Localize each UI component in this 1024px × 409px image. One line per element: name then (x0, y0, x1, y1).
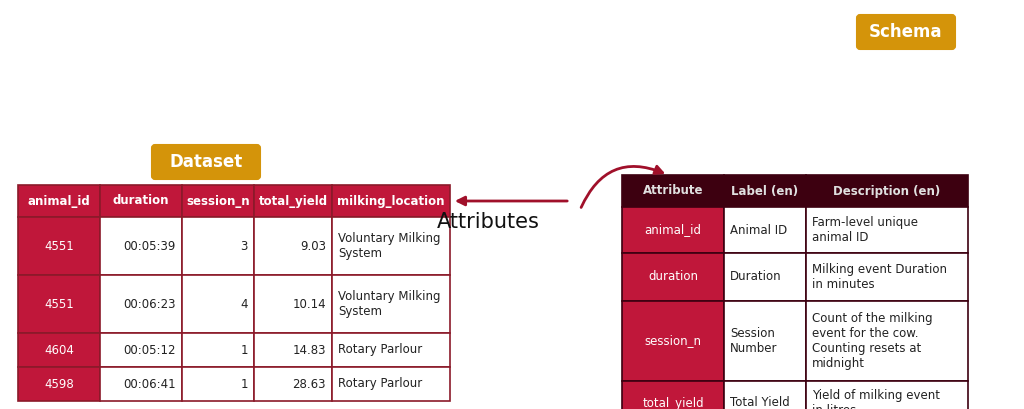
Text: duration: duration (113, 195, 169, 207)
Bar (806, 301, 968, 381)
Text: 3: 3 (241, 240, 248, 252)
Bar (622, 253, 724, 301)
Text: 00:05:39: 00:05:39 (124, 240, 176, 252)
Bar (332, 217, 450, 275)
Text: 4604: 4604 (44, 344, 74, 357)
Bar (254, 217, 332, 275)
Text: Rotary Parlour: Rotary Parlour (338, 344, 422, 357)
Text: 14.83: 14.83 (293, 344, 326, 357)
Bar (332, 333, 450, 367)
Bar (100, 275, 182, 333)
Bar (622, 175, 724, 207)
Bar (18, 217, 100, 275)
Text: 9.03: 9.03 (300, 240, 326, 252)
Bar (254, 275, 332, 333)
Bar (182, 217, 254, 275)
Bar (18, 333, 100, 367)
Text: Count of the milking
event for the cow.
Counting resets at
midnight: Count of the milking event for the cow. … (812, 312, 933, 370)
Text: 4551: 4551 (44, 240, 74, 252)
Text: session_n: session_n (644, 335, 701, 348)
Bar (100, 217, 182, 275)
Bar (18, 367, 100, 401)
Text: milking_location: milking_location (337, 195, 444, 207)
Text: 00:06:23: 00:06:23 (124, 297, 176, 310)
Text: animal_id: animal_id (644, 223, 701, 236)
Text: 28.63: 28.63 (293, 378, 326, 391)
Text: Farm-level unique
animal ID: Farm-level unique animal ID (812, 216, 918, 244)
Text: 4: 4 (241, 297, 248, 310)
Bar (332, 367, 450, 401)
Bar (100, 367, 182, 401)
Bar (622, 301, 724, 381)
Text: Attribute: Attribute (643, 184, 703, 198)
Bar (806, 253, 968, 301)
Text: Session
Number: Session Number (730, 327, 777, 355)
Text: Rotary Parlour: Rotary Parlour (338, 378, 422, 391)
Bar (332, 185, 450, 217)
Text: Dataset: Dataset (169, 153, 243, 171)
Bar (182, 185, 254, 217)
Bar (724, 253, 806, 301)
Bar (182, 275, 254, 333)
Text: 4598: 4598 (44, 378, 74, 391)
Text: 00:05:12: 00:05:12 (124, 344, 176, 357)
Bar (806, 175, 968, 207)
Bar (18, 185, 100, 217)
Bar (724, 381, 806, 409)
Text: Milking event Duration
in minutes: Milking event Duration in minutes (812, 263, 947, 291)
Bar (254, 333, 332, 367)
Bar (254, 185, 332, 217)
Text: Label (en): Label (en) (731, 184, 799, 198)
Bar (806, 207, 968, 253)
Text: total_yield: total_yield (258, 195, 328, 207)
Bar (18, 275, 100, 333)
Bar (254, 367, 332, 401)
Text: Duration: Duration (730, 270, 781, 283)
Text: Voluntary Milking
System: Voluntary Milking System (338, 232, 440, 260)
FancyBboxPatch shape (152, 145, 260, 179)
Text: duration: duration (648, 270, 698, 283)
Text: animal_id: animal_id (28, 195, 90, 207)
Text: Voluntary Milking
System: Voluntary Milking System (338, 290, 440, 318)
Bar (332, 275, 450, 333)
Bar (100, 333, 182, 367)
Bar (622, 207, 724, 253)
Bar (100, 185, 182, 217)
Text: total_yield: total_yield (642, 396, 703, 409)
Bar (724, 175, 806, 207)
Bar (182, 333, 254, 367)
Text: 1: 1 (241, 344, 248, 357)
Text: Attributes: Attributes (436, 212, 540, 232)
Text: Total Yield: Total Yield (730, 396, 790, 409)
Bar (622, 381, 724, 409)
Text: 00:06:41: 00:06:41 (123, 378, 176, 391)
Text: Description (en): Description (en) (834, 184, 941, 198)
Text: Schema: Schema (869, 23, 943, 41)
FancyBboxPatch shape (857, 15, 955, 49)
Bar (724, 301, 806, 381)
Text: Animal ID: Animal ID (730, 223, 787, 236)
Text: 1: 1 (241, 378, 248, 391)
Text: Yield of milking event
in litres: Yield of milking event in litres (812, 389, 940, 409)
Text: 4551: 4551 (44, 297, 74, 310)
Bar (806, 381, 968, 409)
Text: session_n: session_n (186, 195, 250, 207)
Text: 10.14: 10.14 (293, 297, 326, 310)
Bar (182, 367, 254, 401)
Bar (724, 207, 806, 253)
